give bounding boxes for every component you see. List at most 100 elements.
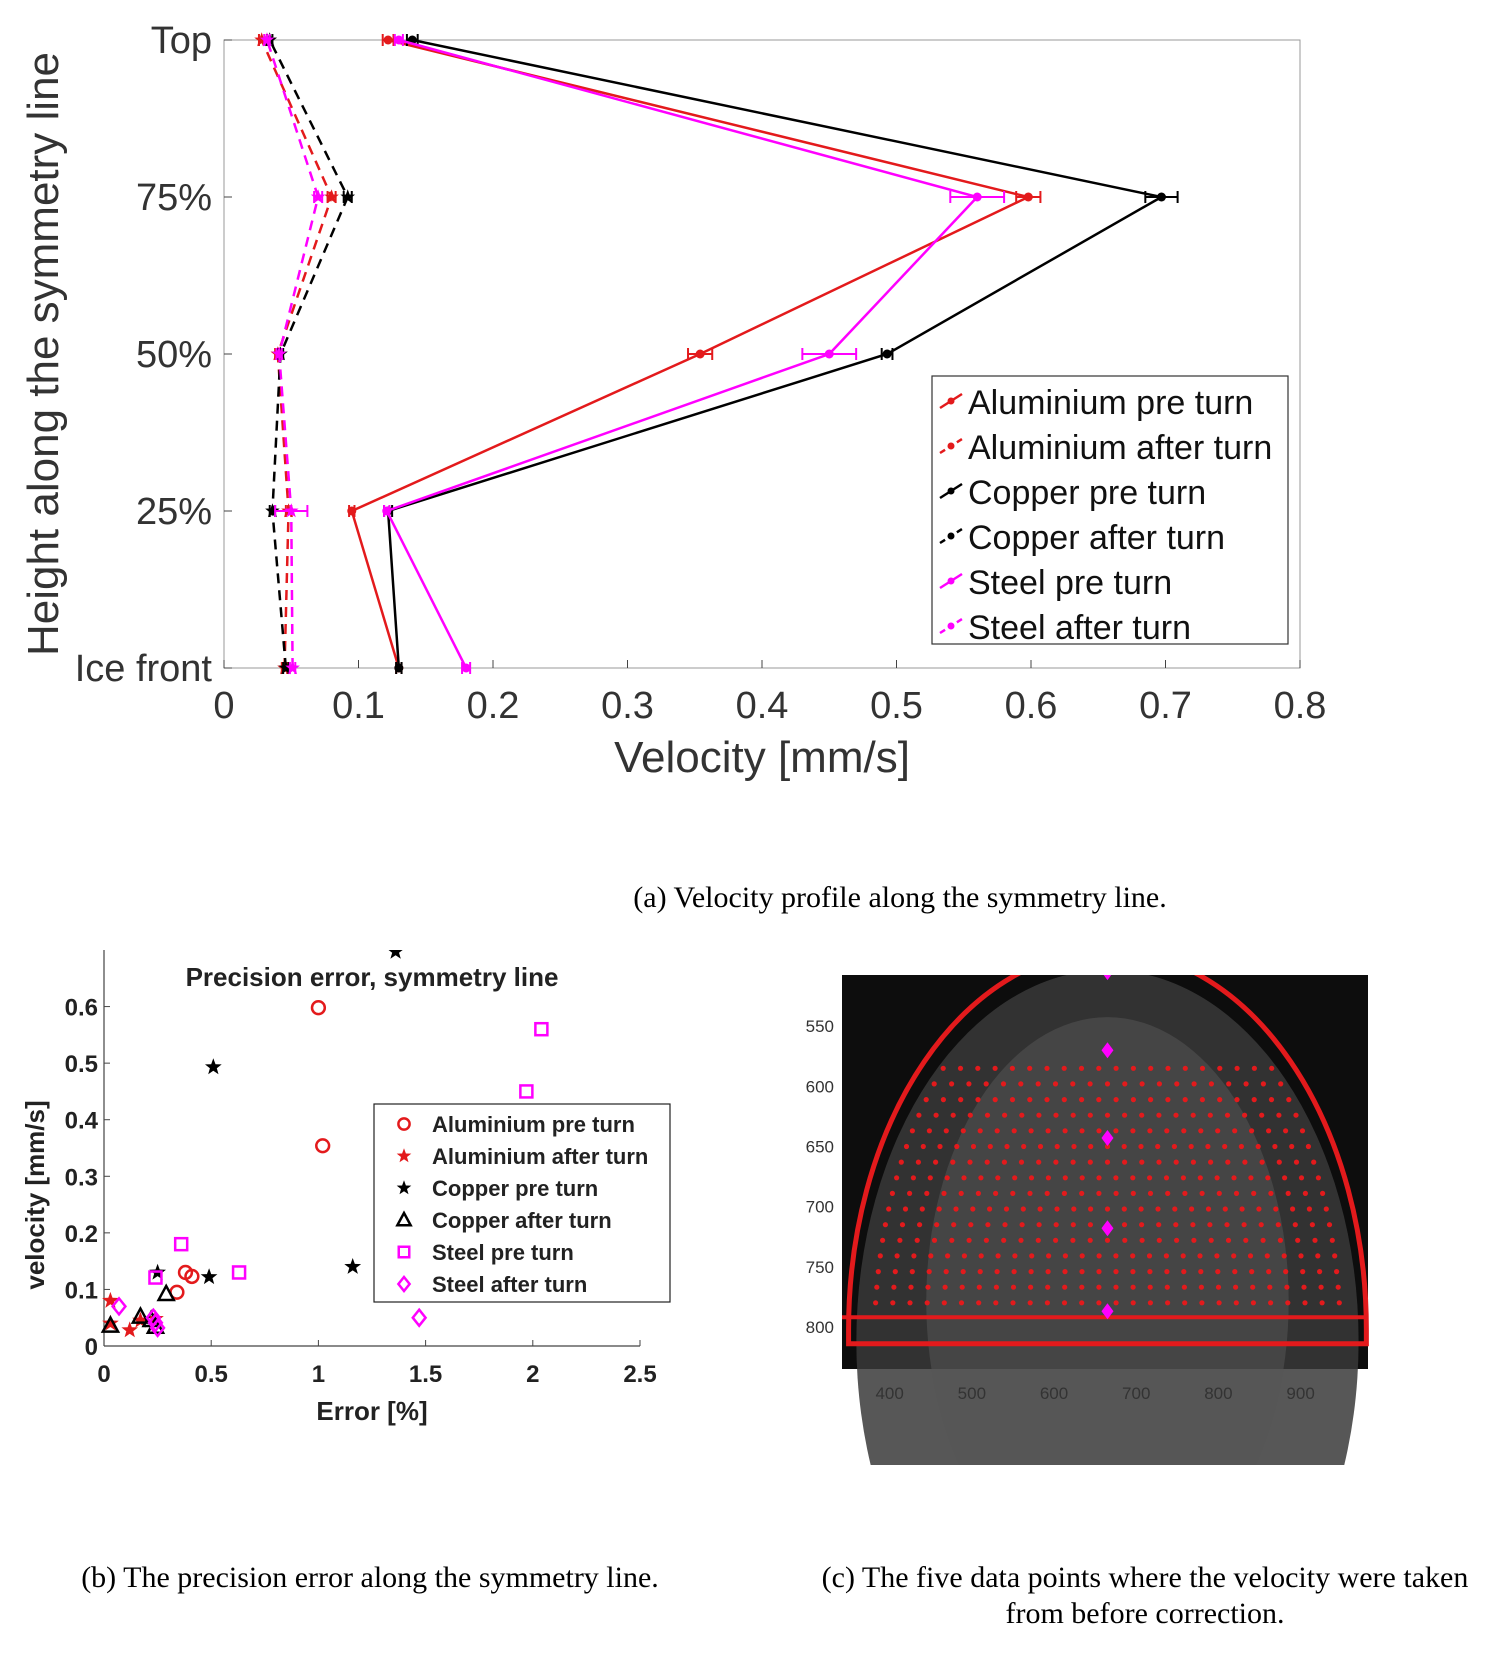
vector-dot bbox=[907, 1190, 913, 1196]
x-tick-label: 1.5 bbox=[409, 1361, 442, 1388]
vector-dot bbox=[994, 1128, 1000, 1134]
data-point bbox=[310, 1000, 327, 1016]
vector-dot bbox=[1214, 1253, 1220, 1259]
legend-marker bbox=[396, 1148, 412, 1163]
vector-dot bbox=[1250, 1300, 1256, 1306]
vector-dot bbox=[1173, 1222, 1179, 1228]
x-tick-label: 0.8 bbox=[1274, 685, 1327, 727]
vector-dot bbox=[1010, 1284, 1017, 1290]
x-tick-label: 600 bbox=[1040, 1384, 1068, 1403]
vector-dot bbox=[931, 1081, 937, 1087]
vector-dot bbox=[902, 1206, 909, 1212]
vector-dot bbox=[978, 1175, 984, 1181]
vector-dot bbox=[1037, 1143, 1044, 1150]
vector-dot bbox=[1138, 1206, 1144, 1212]
data-point bbox=[121, 1321, 139, 1338]
vector-dot bbox=[1061, 1065, 1067, 1071]
data-point bbox=[315, 1138, 331, 1154]
vector-dot bbox=[950, 1112, 956, 1118]
vector-dot bbox=[1130, 1253, 1136, 1259]
data-point bbox=[259, 32, 275, 47]
vector-dot bbox=[1217, 1065, 1223, 1071]
vector-dot bbox=[1251, 1065, 1257, 1071]
vector-dot bbox=[1233, 1190, 1240, 1196]
data-point bbox=[388, 950, 403, 959]
vector-dot bbox=[1001, 1237, 1007, 1243]
vector-dot bbox=[951, 1222, 957, 1228]
legend-marker bbox=[396, 1180, 412, 1195]
vector-dot bbox=[1147, 1175, 1153, 1181]
y-tick-label: Top bbox=[151, 20, 212, 62]
vector-dot bbox=[924, 1190, 930, 1196]
legend-label: Aluminium pre turn bbox=[432, 1112, 635, 1137]
data-point bbox=[148, 1270, 163, 1285]
vector-dot bbox=[1269, 1065, 1275, 1071]
vector-dot bbox=[1284, 1284, 1290, 1290]
data-point bbox=[156, 1283, 176, 1302]
vector-dot bbox=[1071, 1143, 1077, 1150]
vector-dot bbox=[1231, 1175, 1237, 1181]
vector-dot bbox=[992, 1065, 998, 1071]
vector-dot bbox=[1071, 1206, 1077, 1212]
vector-dot bbox=[1234, 1097, 1240, 1103]
vector-dot bbox=[1096, 1065, 1102, 1071]
vector-dot bbox=[1156, 1237, 1162, 1243]
x-tick-label: 1 bbox=[312, 1361, 325, 1388]
caption-c: (c) The five data points where the veloc… bbox=[821, 1561, 1469, 1630]
vector-dot bbox=[1326, 1222, 1333, 1228]
vector-dot bbox=[1029, 1253, 1035, 1259]
vector-dot bbox=[1130, 1175, 1136, 1181]
vector-dot bbox=[1216, 1190, 1222, 1196]
vector-dot bbox=[1239, 1206, 1245, 1212]
series-4 bbox=[148, 1021, 549, 1285]
vector-dot bbox=[1233, 1300, 1239, 1306]
vector-dot bbox=[1004, 1143, 1010, 1150]
vector-dot bbox=[1305, 1143, 1311, 1150]
vector-dot bbox=[1241, 1222, 1247, 1228]
vector-dot bbox=[927, 1175, 933, 1181]
vector-dot bbox=[993, 1190, 999, 1196]
vector-dot bbox=[1045, 1128, 1051, 1134]
vector-dot bbox=[968, 1222, 974, 1228]
vector-dot bbox=[1088, 1143, 1094, 1150]
vector-dot bbox=[1290, 1206, 1296, 1212]
vector-dot bbox=[983, 1081, 989, 1087]
data-point bbox=[283, 503, 299, 518]
y-tick-label: 550 bbox=[806, 1017, 834, 1036]
vector-dot bbox=[1011, 1269, 1017, 1275]
vector-dot bbox=[1104, 1143, 1111, 1150]
legend-marker bbox=[947, 487, 955, 495]
vector-dot bbox=[995, 1253, 1001, 1259]
vector-dot bbox=[1147, 1269, 1153, 1275]
vector-dot bbox=[1113, 1284, 1119, 1290]
vector-dot bbox=[1012, 1253, 1018, 1259]
vector-dot bbox=[1318, 1284, 1324, 1290]
data-point bbox=[265, 503, 280, 518]
vector-dot bbox=[1054, 1143, 1060, 1150]
vector-dot bbox=[975, 1190, 981, 1196]
vector-dot bbox=[1207, 1112, 1213, 1118]
vector-dot bbox=[1113, 1300, 1119, 1306]
vector-dot bbox=[1079, 1128, 1085, 1134]
data-point bbox=[972, 192, 982, 202]
vector-dot bbox=[987, 1143, 993, 1150]
vector-dot bbox=[966, 1237, 972, 1243]
vector-dot bbox=[1216, 1300, 1222, 1306]
vector-dot bbox=[1215, 1284, 1222, 1290]
data-point bbox=[882, 349, 892, 359]
vector-dot bbox=[945, 1253, 951, 1259]
vector-dot bbox=[1087, 1159, 1093, 1165]
vector-dot bbox=[993, 1300, 999, 1306]
vector-dot bbox=[1295, 1237, 1301, 1243]
chart-title: Precision error, symmetry line bbox=[186, 962, 559, 992]
caption-b: (b) The precision error along the symmet… bbox=[81, 1561, 659, 1594]
vector-dot bbox=[1156, 1081, 1162, 1087]
vector-dot bbox=[1293, 1159, 1300, 1165]
vector-dot bbox=[941, 1190, 947, 1196]
vector-dot bbox=[911, 1253, 917, 1259]
series-2 bbox=[149, 950, 403, 1285]
vector-dot bbox=[1009, 1065, 1015, 1071]
vector-dot bbox=[1163, 1253, 1169, 1259]
vector-dot bbox=[1045, 1269, 1051, 1275]
vector-dot bbox=[1251, 1097, 1257, 1103]
